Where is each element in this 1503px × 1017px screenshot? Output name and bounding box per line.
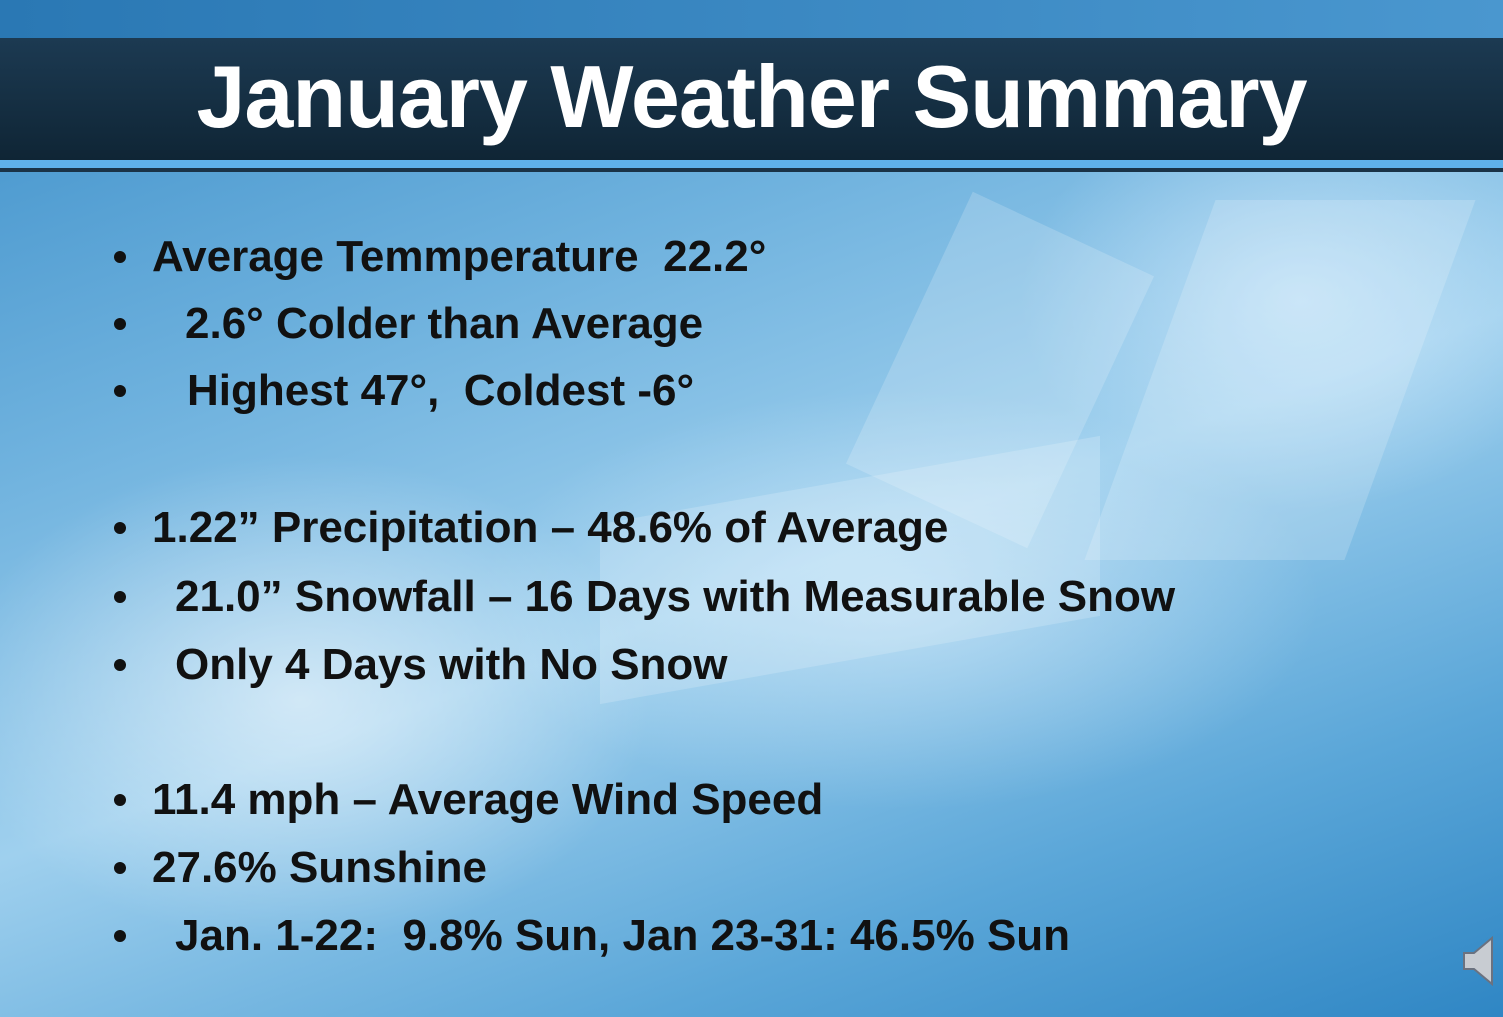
bullet	[114, 862, 126, 874]
slide-title: January Weather Summary	[196, 47, 1307, 146]
top-band	[0, 0, 1503, 38]
bullet-text: 2.6° Colder than Average	[185, 299, 704, 348]
bullet-text: 11.4 mph – Average Wind Speed	[152, 775, 824, 824]
bullet	[114, 522, 126, 534]
bullet	[114, 251, 126, 263]
bullet-text: Average Temmperature 22.2°	[152, 232, 767, 281]
title-bar	[0, 38, 1503, 160]
bullet	[114, 385, 126, 397]
bullet	[114, 930, 126, 942]
bullet	[114, 794, 126, 806]
bullet	[114, 591, 126, 603]
bullet	[114, 318, 126, 330]
bullet-text: 21.0” Snowfall – 16 Days with Measurable…	[175, 572, 1176, 621]
title-rule	[0, 160, 1503, 168]
title-rule	[0, 168, 1503, 172]
audio-icon[interactable]	[1462, 936, 1498, 986]
bullet-text: Jan. 1-22: 9.8% Sun, Jan 23-31: 46.5% Su…	[175, 911, 1071, 960]
background-shard	[1084, 200, 1476, 560]
bullet	[114, 659, 126, 671]
bullet-text: 1.22” Precipitation – 48.6% of Average	[152, 503, 949, 552]
bullet-text: Only 4 Days with No Snow	[175, 640, 728, 689]
bullet-text: Highest 47°, Coldest -6°	[187, 366, 695, 415]
bullet-text: 27.6% Sunshine	[152, 843, 488, 892]
